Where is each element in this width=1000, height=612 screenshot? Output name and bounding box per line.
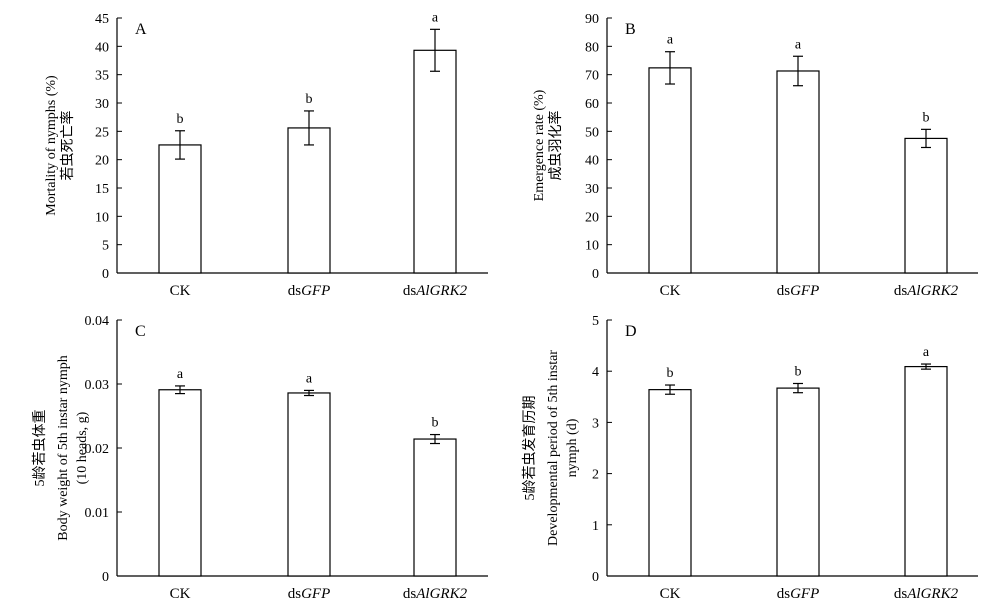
bar-dsgfp <box>287 127 331 274</box>
y-axis-label: Developmental period of 5th instar <box>546 350 561 546</box>
y-tick-label: 0 <box>592 267 599 282</box>
y-tick-label: 80 <box>585 40 599 55</box>
y-tick-label: 30 <box>95 97 109 112</box>
significance-letter: a <box>177 367 184 382</box>
y-tick-label: 0 <box>102 570 109 585</box>
y-tick-label: 0.04 <box>85 314 110 329</box>
y-tick-label: 5 <box>592 314 599 329</box>
panel-letter: D <box>625 323 637 340</box>
y-tick-label: 15 <box>95 182 109 197</box>
y-tick-label: 70 <box>585 69 599 84</box>
y-tick-label: 5 <box>102 239 109 254</box>
significance-letter: b <box>923 110 930 125</box>
y-tick-label: 0.03 <box>85 378 110 393</box>
y-axis-label-cn: 成虫羽化率 <box>547 111 564 181</box>
y-tick-label: 0 <box>592 570 599 585</box>
category-label: dsGFP <box>777 586 820 602</box>
y-axis-label-cn: 5龄若虫发育历期 <box>522 396 538 501</box>
significance-letter: b <box>432 416 439 431</box>
category-label: CK <box>660 586 681 602</box>
panel-d: 0 1 2 3 4 5 b CK b dsGFP a dsAlGRK2 D 5龄若虫发育历期 Develop… <box>522 314 978 602</box>
bar-dsalgrk2 <box>413 49 457 274</box>
y-tick-label: 0 <box>102 267 109 282</box>
bar-dsgfp <box>287 392 331 577</box>
y-tick-label: 90 <box>585 12 599 27</box>
panel-c: 0 0.01 0.02 0.03 0.04 a CK a dsGFP b dsAlGRK2 C 5龄若虫… <box>32 314 488 602</box>
significance-letter: b <box>177 112 184 127</box>
y-tick-label: 45 <box>95 12 109 27</box>
significance-letter: a <box>667 33 674 48</box>
category-label: dsAlGRK2 <box>403 283 468 299</box>
bar-dsalgrk2 <box>904 365 948 577</box>
category-label: CK <box>660 283 681 299</box>
significance-letter: b <box>667 366 674 381</box>
category-label: CK <box>170 283 191 299</box>
y-axis-label: Mortality of nymphs (%) <box>44 75 59 216</box>
y-tick-label: 50 <box>585 125 599 140</box>
y-tick-label: 3 <box>592 416 599 431</box>
category-label: dsGFP <box>288 283 331 299</box>
significance-letter: a <box>795 37 802 52</box>
category-label: dsGFP <box>777 283 820 299</box>
bar-dsgfp <box>776 70 820 274</box>
bar-dsgfp <box>776 387 820 577</box>
y-axis-label: Body weight of 5th instar nymph <box>56 355 71 541</box>
bar-ck <box>648 389 692 577</box>
category-label: dsAlGRK2 <box>894 586 959 602</box>
y-tick-label: 35 <box>95 69 109 84</box>
y-tick-label: 20 <box>95 154 109 169</box>
y-tick-label: 0.02 <box>85 442 110 457</box>
y-tick-label: 40 <box>585 154 599 169</box>
panel-letter: A <box>135 21 147 38</box>
y-tick-label: 10 <box>585 239 599 254</box>
y-axis-label-cn: 5龄若虫体重 <box>32 410 48 487</box>
category-label: dsAlGRK2 <box>403 586 468 602</box>
y-axis-label: Emergence rate (%) <box>532 89 547 201</box>
panel-a: 0 5 10 15 20 25 30 35 40 45 b CK b dsGFP a dsAlGRK2 A 若虫死… <box>44 10 488 299</box>
category-label: dsAlGRK2 <box>894 283 959 299</box>
panel-letter: B <box>625 21 636 38</box>
significance-letter: a <box>923 345 930 360</box>
y-axis-label-line2: (10 heads, g) <box>75 411 90 484</box>
bar-dsalgrk2 <box>413 438 457 577</box>
y-tick-label: 60 <box>585 97 599 112</box>
y-tick-label: 30 <box>585 182 599 197</box>
significance-letter: a <box>306 371 313 386</box>
bar-ck <box>158 389 202 577</box>
y-tick-label: 0.01 <box>85 506 110 521</box>
bar-dsalgrk2 <box>904 137 948 274</box>
y-tick-label: 40 <box>95 40 109 55</box>
bar-ck <box>158 144 202 274</box>
category-label: dsGFP <box>288 586 331 602</box>
y-tick-label: 4 <box>592 365 599 380</box>
y-axis-label-cn: 若虫死亡率 <box>59 111 76 181</box>
panel-letter: C <box>135 323 146 340</box>
bar-ck <box>648 67 692 274</box>
significance-letter: b <box>306 92 313 107</box>
y-tick-label: 2 <box>592 468 599 483</box>
panel-b: 0 10 20 30 40 50 60 70 80 90 a CK a dsGFP b dsAlGRK2 B 成虫… <box>532 12 978 299</box>
y-tick-label: 10 <box>95 210 109 225</box>
y-tick-label: 25 <box>95 125 109 140</box>
category-label: CK <box>170 586 191 602</box>
y-axis-label-line2: nymph (d) <box>565 418 580 477</box>
significance-letter: b <box>795 364 802 379</box>
y-tick-label: 1 <box>592 519 599 534</box>
y-tick-label: 20 <box>585 210 599 225</box>
significance-letter: a <box>432 10 439 25</box>
